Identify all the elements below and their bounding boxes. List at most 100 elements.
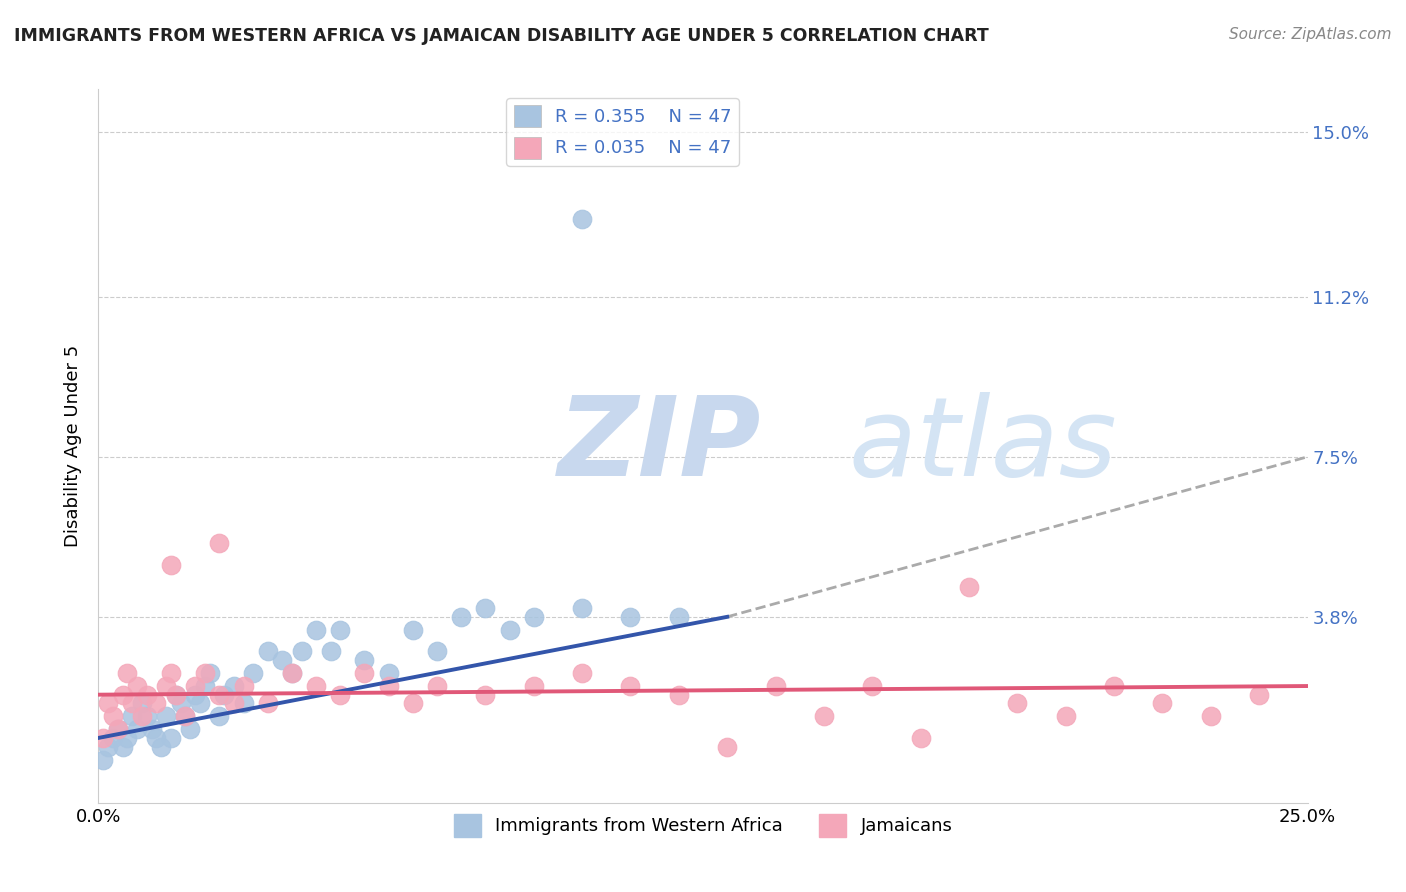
- Point: [145, 731, 167, 745]
- Point: [256, 644, 278, 658]
- Text: Source: ZipAtlas.com: Source: ZipAtlas.com: [1229, 27, 1392, 42]
- Point: [1152, 696, 1174, 710]
- Point: [135, 709, 157, 723]
- Point: [145, 696, 167, 710]
- Point: [117, 666, 139, 681]
- Point: [222, 679, 245, 693]
- Point: [765, 679, 787, 693]
- Point: [523, 610, 546, 624]
- Point: [107, 723, 129, 737]
- Point: [198, 666, 221, 681]
- Point: [165, 688, 187, 702]
- Point: [474, 601, 496, 615]
- Point: [155, 679, 177, 693]
- Point: [426, 644, 449, 658]
- Point: [571, 601, 593, 615]
- Point: [232, 696, 254, 710]
- Legend: Immigrants from Western Africa, Jamaicans: Immigrants from Western Africa, Jamaican…: [446, 807, 960, 844]
- Point: [232, 679, 254, 693]
- Point: [1054, 709, 1077, 723]
- Point: [571, 666, 593, 681]
- Point: [353, 666, 375, 681]
- Point: [131, 696, 153, 710]
- Point: [160, 731, 183, 745]
- Point: [208, 709, 231, 723]
- Text: IMMIGRANTS FROM WESTERN AFRICA VS JAMAICAN DISABILITY AGE UNDER 5 CORRELATION CH: IMMIGRANTS FROM WESTERN AFRICA VS JAMAIC…: [14, 27, 988, 45]
- Point: [222, 696, 245, 710]
- Point: [150, 739, 173, 754]
- Point: [619, 679, 641, 693]
- Point: [208, 688, 231, 702]
- Point: [716, 739, 738, 754]
- Point: [174, 709, 197, 723]
- Text: ZIP: ZIP: [558, 392, 762, 500]
- Point: [619, 610, 641, 624]
- Point: [498, 623, 520, 637]
- Point: [281, 666, 304, 681]
- Point: [111, 739, 134, 754]
- Text: atlas: atlas: [848, 392, 1116, 500]
- Point: [127, 679, 149, 693]
- Point: [179, 723, 201, 737]
- Point: [135, 688, 157, 702]
- Point: [97, 696, 120, 710]
- Point: [208, 536, 231, 550]
- Point: [141, 723, 163, 737]
- Y-axis label: Disability Age Under 5: Disability Age Under 5: [65, 345, 83, 547]
- Point: [910, 731, 932, 745]
- Point: [91, 753, 114, 767]
- Point: [571, 211, 593, 226]
- Point: [121, 709, 143, 723]
- Point: [194, 666, 217, 681]
- Point: [91, 731, 114, 745]
- Point: [523, 679, 546, 693]
- Point: [117, 731, 139, 745]
- Point: [402, 623, 425, 637]
- Point: [97, 739, 120, 754]
- Point: [813, 709, 835, 723]
- Point: [426, 679, 449, 693]
- Point: [329, 623, 352, 637]
- Point: [668, 688, 690, 702]
- Point: [474, 688, 496, 702]
- Point: [212, 688, 235, 702]
- Point: [111, 688, 134, 702]
- Point: [1102, 679, 1125, 693]
- Point: [1007, 696, 1029, 710]
- Point: [107, 723, 129, 737]
- Point: [402, 696, 425, 710]
- Point: [184, 679, 207, 693]
- Point: [957, 580, 980, 594]
- Point: [194, 679, 217, 693]
- Point: [329, 688, 352, 702]
- Point: [305, 623, 328, 637]
- Point: [860, 679, 883, 693]
- Point: [1249, 688, 1271, 702]
- Point: [668, 610, 690, 624]
- Point: [160, 666, 183, 681]
- Point: [281, 666, 304, 681]
- Point: [319, 644, 342, 658]
- Point: [305, 679, 328, 693]
- Point: [290, 644, 312, 658]
- Point: [101, 731, 124, 745]
- Point: [184, 688, 207, 702]
- Point: [155, 709, 177, 723]
- Point: [131, 709, 153, 723]
- Point: [450, 610, 472, 624]
- Point: [174, 709, 197, 723]
- Point: [377, 679, 399, 693]
- Point: [121, 696, 143, 710]
- Point: [242, 666, 264, 681]
- Point: [256, 696, 278, 710]
- Point: [1199, 709, 1222, 723]
- Point: [165, 688, 187, 702]
- Point: [127, 723, 149, 737]
- Point: [101, 709, 124, 723]
- Point: [169, 696, 191, 710]
- Point: [160, 558, 183, 572]
- Point: [271, 653, 294, 667]
- Point: [377, 666, 399, 681]
- Point: [188, 696, 211, 710]
- Point: [353, 653, 375, 667]
